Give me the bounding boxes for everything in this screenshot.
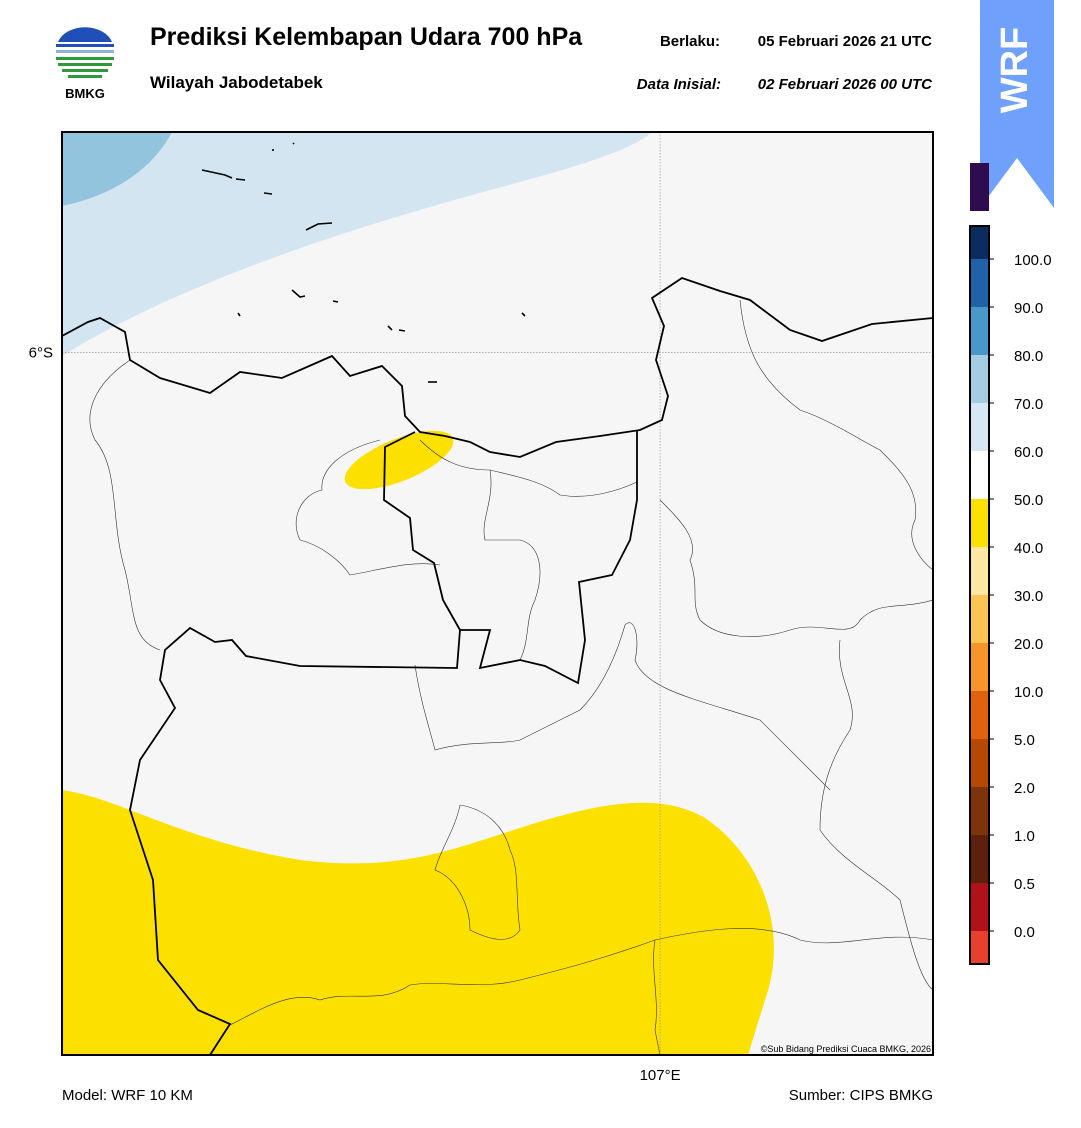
colorbar-segment: [970, 355, 989, 403]
map-credit: ©Sub Bidang Prediksi Cuaca BMKG, 2026: [761, 1044, 931, 1054]
colorbar-label: 1.0: [1014, 828, 1035, 845]
logo-band: [56, 57, 114, 60]
colorbar-segment: [970, 643, 989, 691]
model-badge-text: WRF: [994, 27, 1036, 114]
title: Prediksi Kelembapan Udara 700 hPa: [150, 23, 583, 51]
colorbar-segment: [970, 931, 989, 964]
graticule: [62, 132, 933, 1055]
islands: [201, 142, 526, 383]
colorbar-segment: [970, 499, 989, 547]
init-time: 02 Februari 2026 00 UTC: [758, 76, 933, 93]
colorbar: 0.0 0.5 1.0 2.0 5.0 10.0 20.0 30.0 40.0 50.0 60.0 7…: [969, 163, 1052, 965]
coastline: [62, 277, 933, 458]
colorbar-segment: [970, 226, 989, 259]
colorbar-segment: [970, 691, 989, 739]
footer-model: Model: WRF 10 KM: [62, 1087, 193, 1104]
logo-band: [56, 50, 114, 53]
map-frame: [61, 131, 934, 1056]
colorbar-segment: [970, 259, 989, 307]
colorbar-label: 70.0: [1014, 396, 1043, 413]
colorbar-label: 100.0: [1014, 252, 1052, 269]
logo-top: [58, 27, 112, 42]
map-tick-labels: 107°E 6°S: [29, 345, 681, 1084]
colorbar-label: 10.0: [1014, 684, 1043, 701]
humidity-area-60-70: [62, 132, 172, 206]
colorbar-segment: [970, 739, 989, 787]
init-label: Data Inisial:: [637, 76, 721, 93]
humidity-area-50-60: [62, 132, 652, 356]
y-tick-label: 6°S: [29, 345, 53, 362]
colorbar-segment: [970, 547, 989, 595]
valid-time: 05 Februari 2026 21 UTC: [758, 33, 932, 50]
humidity-area-40-50: [62, 790, 774, 1055]
logo-text: BMKG: [65, 86, 105, 101]
humidity-area-40-50: [344, 430, 454, 490]
regency-boundaries: [89, 299, 933, 1055]
colorbar-segment: [970, 163, 989, 211]
colorbar-label: 2.0: [1014, 780, 1035, 797]
colorbar-label: 60.0: [1014, 444, 1043, 461]
colorbar-segment: [970, 787, 989, 835]
colorbar-segment: [970, 307, 989, 355]
colorbar-segment: [970, 403, 989, 451]
colorbar-label: 30.0: [1014, 588, 1043, 605]
colorbar-label: 80.0: [1014, 348, 1043, 365]
colorbar-label: 0.5: [1014, 876, 1035, 893]
x-tick-label: 107°E: [640, 1067, 681, 1084]
bmkg-logo: BMKG: [56, 27, 114, 101]
colorbar-label: 0.0: [1014, 924, 1035, 941]
colorbar-label: 40.0: [1014, 540, 1043, 557]
colorbar-segment: [970, 883, 989, 931]
logo-band: [58, 63, 112, 66]
colorbar-label: 50.0: [1014, 492, 1043, 509]
colorbar-label: 20.0: [1014, 636, 1043, 653]
colorbar-label: 5.0: [1014, 732, 1035, 749]
model-badge: [980, 0, 1054, 208]
colorbar-segment: [970, 595, 989, 643]
logo-band: [68, 75, 102, 78]
colorbar-label: 90.0: [1014, 300, 1043, 317]
footer-source: Sumber: CIPS BMKG: [789, 1087, 933, 1104]
colorbar-segment: [970, 451, 989, 499]
valid-label: Berlaku:: [660, 33, 720, 50]
colorbar-segment: [970, 835, 989, 883]
map: ©Sub Bidang Prediksi Cuaca BMKG, 2026: [62, 132, 933, 1055]
province-boundaries: [129, 430, 638, 1055]
logo-band: [62, 69, 108, 72]
logo-band: [56, 44, 114, 47]
region: Wilayah Jabodetabek: [150, 73, 323, 92]
